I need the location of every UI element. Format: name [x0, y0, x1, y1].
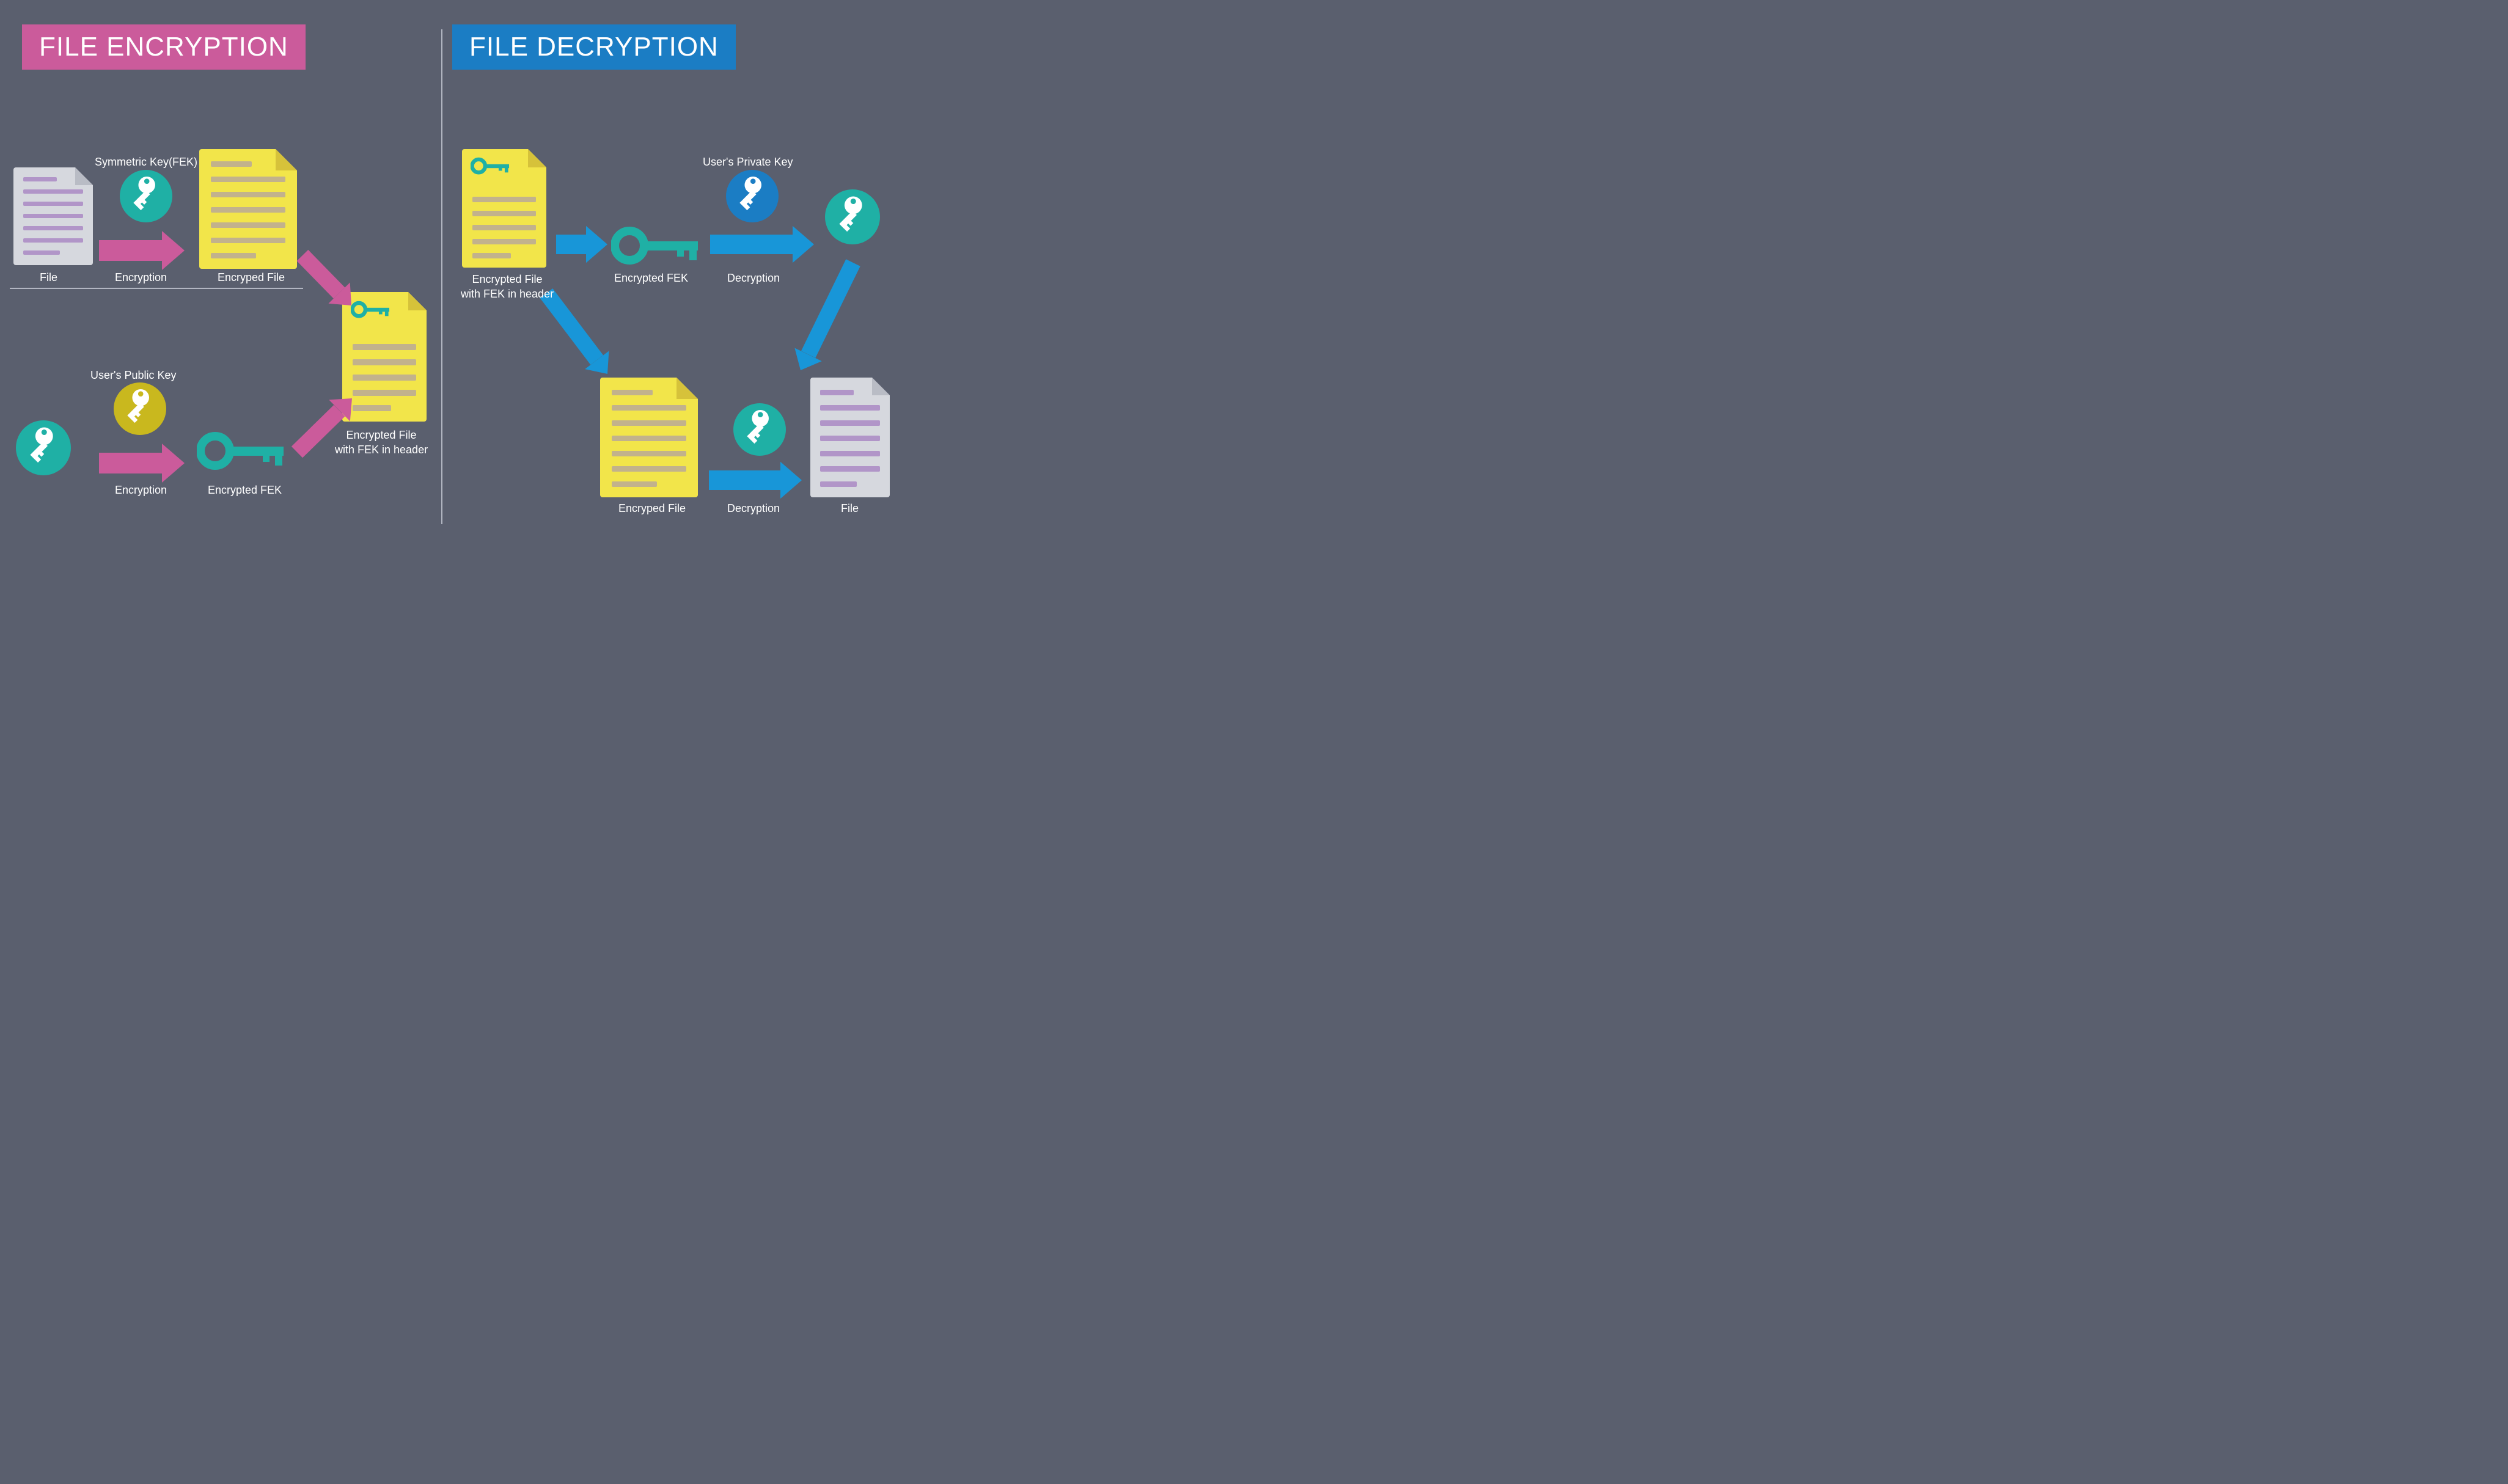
- key-circle-fekLeft: [16, 420, 71, 475]
- key-circle-pubKey: [114, 382, 166, 435]
- file-icon-plainLeft: [13, 167, 93, 265]
- key-circle-fekRight2: [733, 403, 786, 456]
- arrow-b2: [710, 235, 814, 254]
- label-encFile1: Encryped File: [218, 271, 285, 284]
- key-circle-privKey: [726, 170, 779, 222]
- label-dec1: Decryption: [727, 272, 780, 285]
- label-encFEK: Encrypted FEK: [208, 484, 282, 497]
- arrow-b5: [709, 470, 802, 490]
- divider-horizontal: [10, 288, 303, 289]
- key-overlay-icon: [471, 156, 515, 179]
- key-circle-symKey: [120, 170, 172, 222]
- bigkey-encFEKRight: [611, 226, 703, 265]
- label-symKey: Symmetric Key(FEK): [95, 156, 197, 169]
- key-overlay-icon: [351, 300, 395, 323]
- label-dec2: Decryption: [727, 502, 780, 515]
- file-icon-encHdrRight: [462, 149, 546, 268]
- label-pubKey: User's Public Key: [90, 369, 176, 382]
- label-encFileHdr2: Encrypted Filewith FEK in header: [461, 272, 554, 302]
- bigkey-encFEKLeft: [197, 431, 288, 470]
- arrow-b3: [540, 288, 614, 379]
- title-decryption: FILE DECRYPTION: [452, 24, 736, 70]
- file-icon-encRight: [600, 378, 698, 497]
- file-icon-plainRight: [810, 378, 890, 497]
- arrow-a1: [99, 240, 185, 261]
- key-circle-fekRight: [825, 189, 880, 244]
- title-decryption-text: FILE DECRYPTION: [469, 32, 719, 62]
- label-privKey: User's Private Key: [703, 156, 793, 169]
- label-encFEK2: Encrypted FEK: [614, 272, 688, 285]
- label-encFile2: Encryped File: [618, 502, 686, 515]
- label-enc1: Encryption: [115, 271, 167, 284]
- label-file1: File: [40, 271, 57, 284]
- arrow-b1: [556, 235, 607, 254]
- title-encryption-text: FILE ENCRYPTION: [39, 32, 288, 62]
- arrow-a3: [297, 250, 358, 311]
- title-encryption: FILE ENCRYPTION: [22, 24, 306, 70]
- arrow-a2: [99, 453, 185, 473]
- file-icon-encLeft: [199, 149, 297, 269]
- label-encFileHdr1: Encrypted Filewith FEK in header: [335, 428, 428, 458]
- label-file2: File: [841, 502, 859, 515]
- divider-vertical: [441, 29, 442, 524]
- arrow-b4: [793, 259, 860, 373]
- label-enc2: Encryption: [115, 484, 167, 497]
